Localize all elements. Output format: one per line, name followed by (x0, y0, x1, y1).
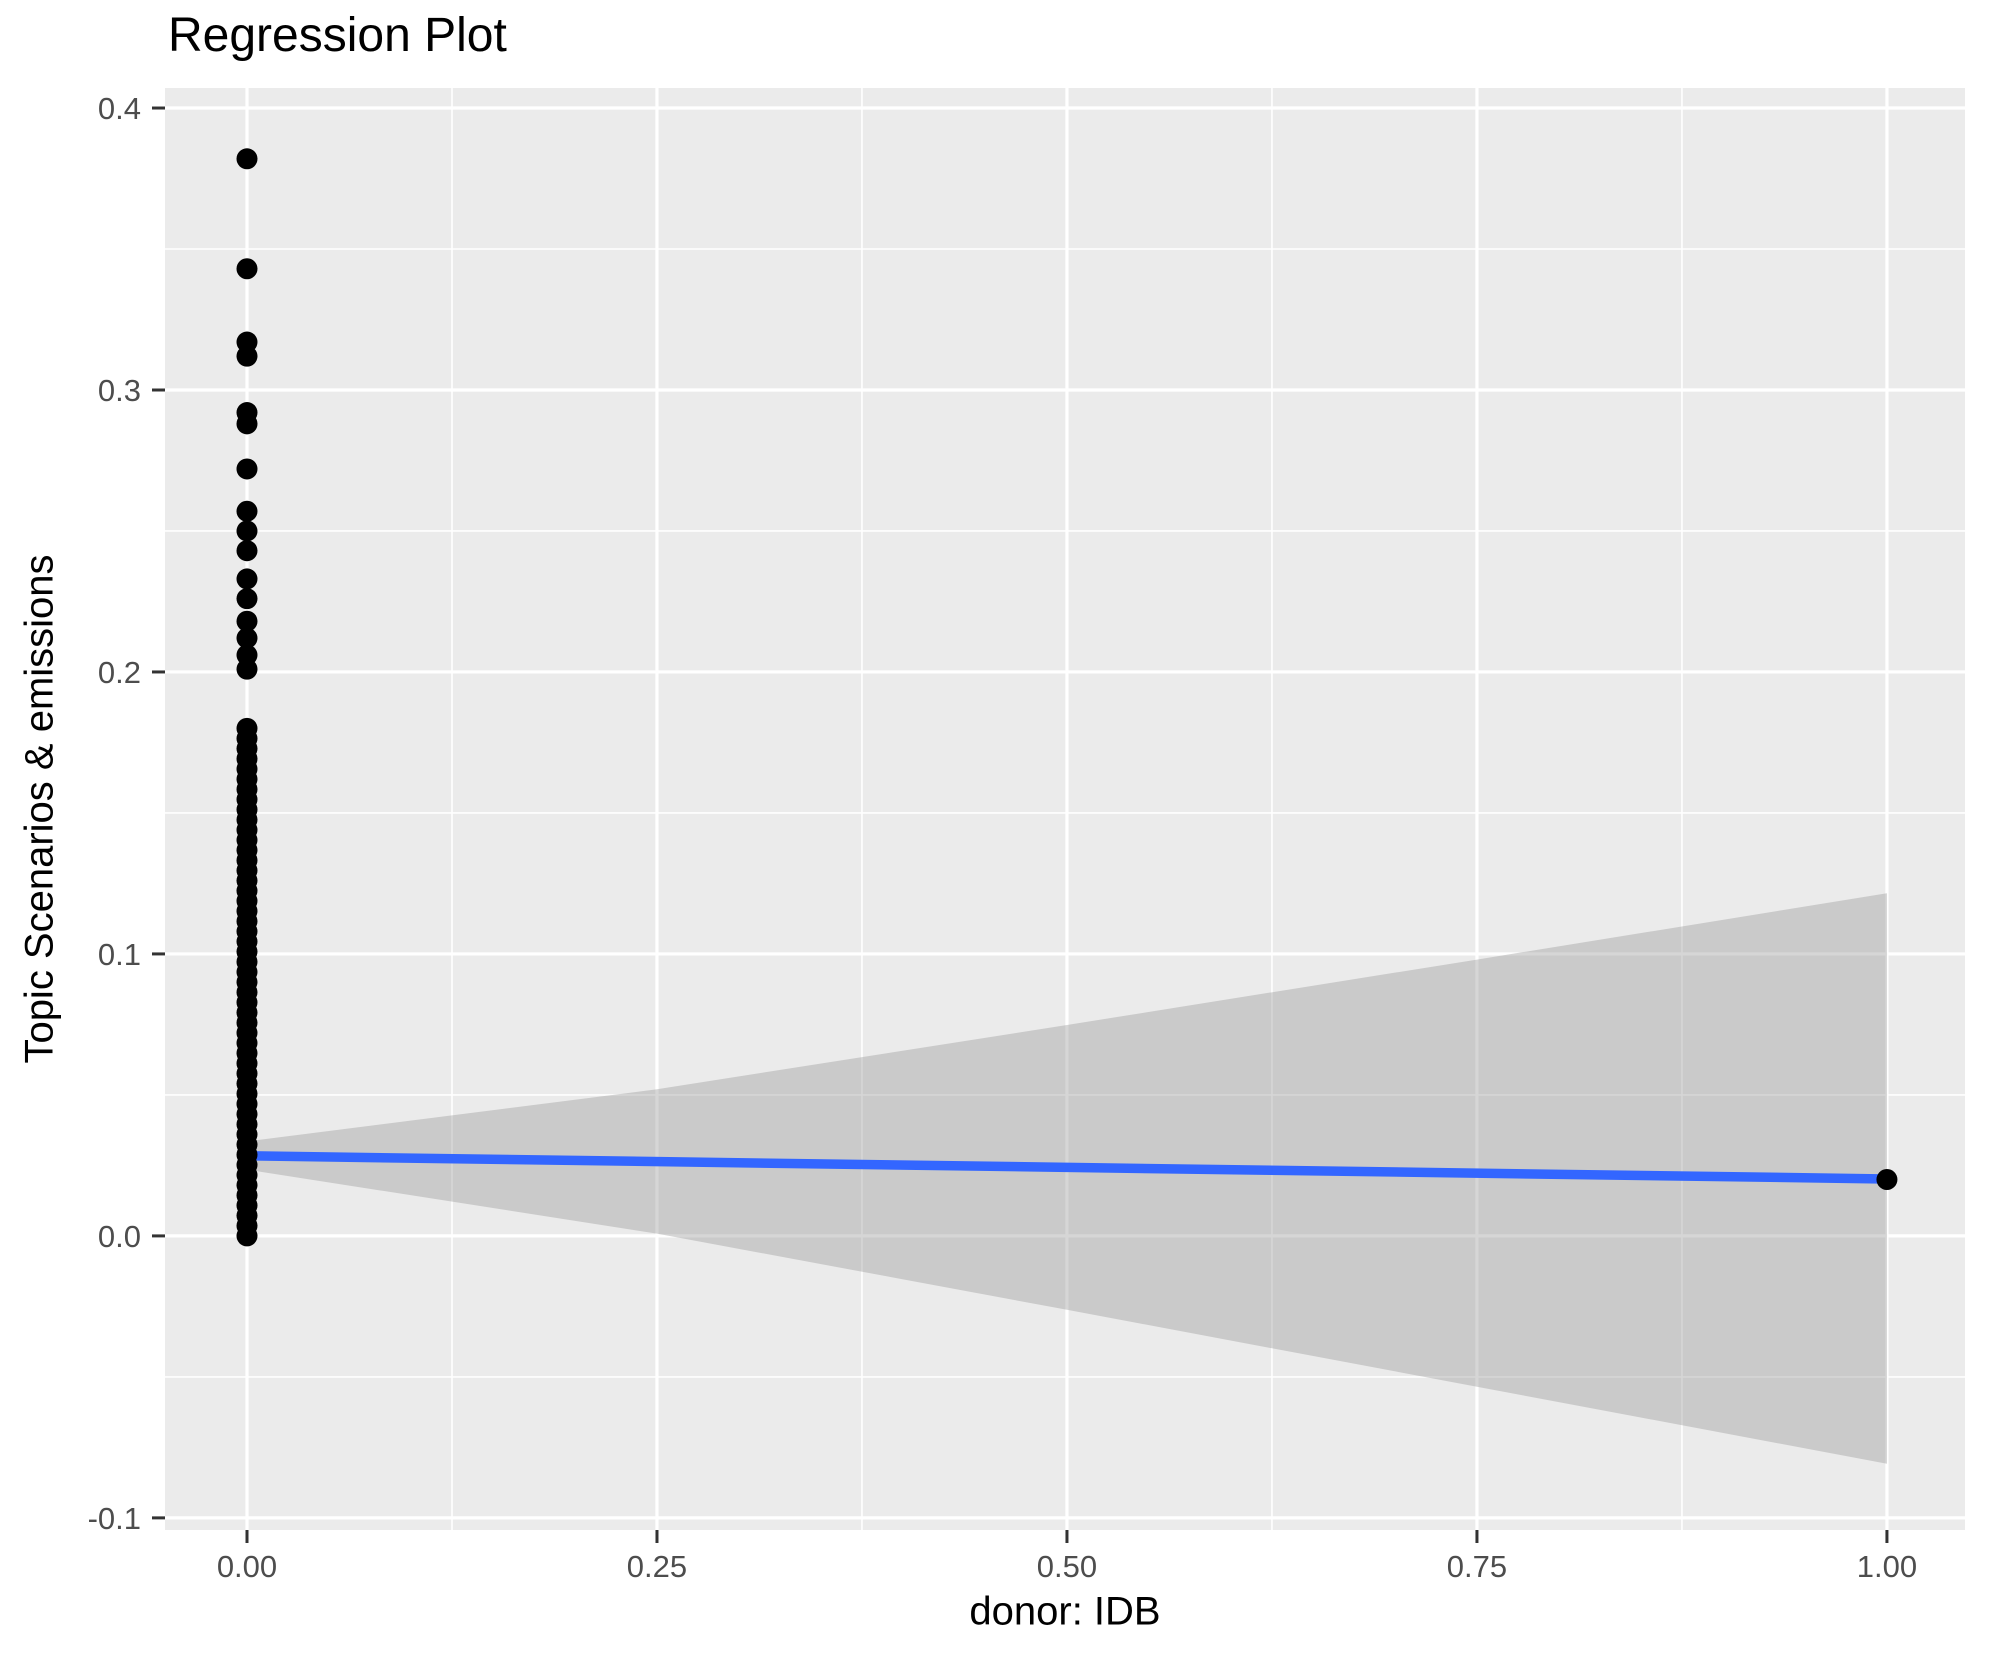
data-point (236, 658, 258, 680)
y-tick-label: -0.1 (88, 1501, 141, 1536)
data-point (236, 258, 258, 280)
data-point (236, 500, 258, 522)
x-tick-label: 0.25 (627, 1549, 687, 1584)
x-tick-label: 0.00 (217, 1549, 277, 1584)
y-tick-label: 0.3 (98, 373, 141, 408)
x-axis-tick-labels: 0.00 0.25 0.50 0.75 1.00 (217, 1549, 1917, 1584)
data-point (236, 610, 258, 632)
axis-tick-marks (152, 106, 1889, 1543)
data-point (236, 345, 258, 367)
regression-line (242, 1151, 1892, 1184)
x-tick-label: 0.50 (1037, 1549, 1097, 1584)
data-point (1876, 1169, 1898, 1191)
data-point (236, 1225, 258, 1247)
x-axis-title: donor: IDB (969, 1589, 1161, 1634)
confidence-band (246, 893, 1887, 1464)
data-point (236, 588, 258, 610)
data-point (236, 520, 258, 542)
y-axis-title: Topic Scenarios & emissions (17, 554, 62, 1064)
panel-background (165, 88, 1965, 1530)
minor-gridlines (165, 88, 1965, 1530)
data-point (236, 148, 258, 170)
data-point (236, 458, 258, 480)
data-point (236, 627, 258, 649)
x-tick-label: 0.75 (1447, 1549, 1507, 1584)
x-tick-label: 1.00 (1857, 1549, 1917, 1584)
y-tick-label: 0.2 (98, 655, 141, 690)
y-axis-tick-labels: -0.1 0.0 0.1 0.2 0.3 0.4 (88, 91, 141, 1536)
chart-title: Regression Plot (168, 9, 507, 62)
data-point (236, 568, 258, 590)
y-tick-label: 0.4 (98, 91, 141, 126)
scatter-points (236, 148, 1898, 1247)
data-point (236, 540, 258, 562)
y-tick-label: 0.0 (98, 1219, 141, 1254)
y-tick-label: 0.1 (98, 937, 141, 972)
data-point (236, 413, 258, 435)
